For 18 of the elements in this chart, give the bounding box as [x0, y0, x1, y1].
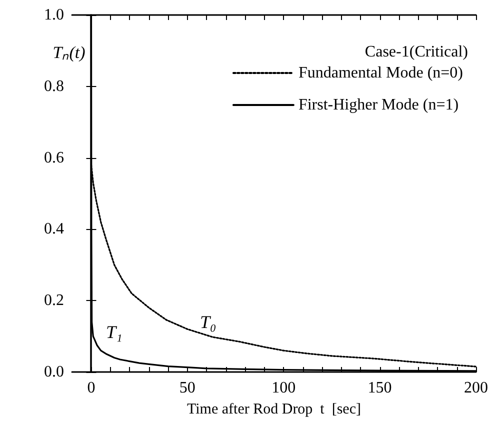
y-axis-title: Tₙ(t) — [52, 43, 86, 62]
y-tick-label: 0.2 — [44, 292, 64, 310]
x-axis-title: Time after Rod Drop t [sec] — [187, 402, 361, 418]
y-tick-label: 0.0 — [44, 364, 64, 380]
x-tick-label: 100 — [272, 380, 296, 396]
x-tick-label: 200 — [464, 380, 488, 396]
y-tick-label: 0.4 — [44, 220, 64, 238]
y-tick-label: 1.0 — [44, 6, 64, 24]
annotation: Case-1(Critical) — [364, 44, 468, 60]
legend-label: First-Higher Mode (n=1) — [298, 96, 459, 114]
x-tick-label: 50 — [179, 380, 196, 396]
y-tick-label: 0.6 — [44, 149, 64, 166]
annotation: T₀ — [200, 312, 216, 332]
annotation: T₁ — [106, 322, 122, 342]
x-tick-label: 150 — [368, 380, 392, 396]
x-tick-label: 0 — [87, 380, 96, 396]
y-tick-label: 0.8 — [44, 78, 64, 95]
legend-label: Fundamental Mode (n=0) — [298, 64, 463, 82]
